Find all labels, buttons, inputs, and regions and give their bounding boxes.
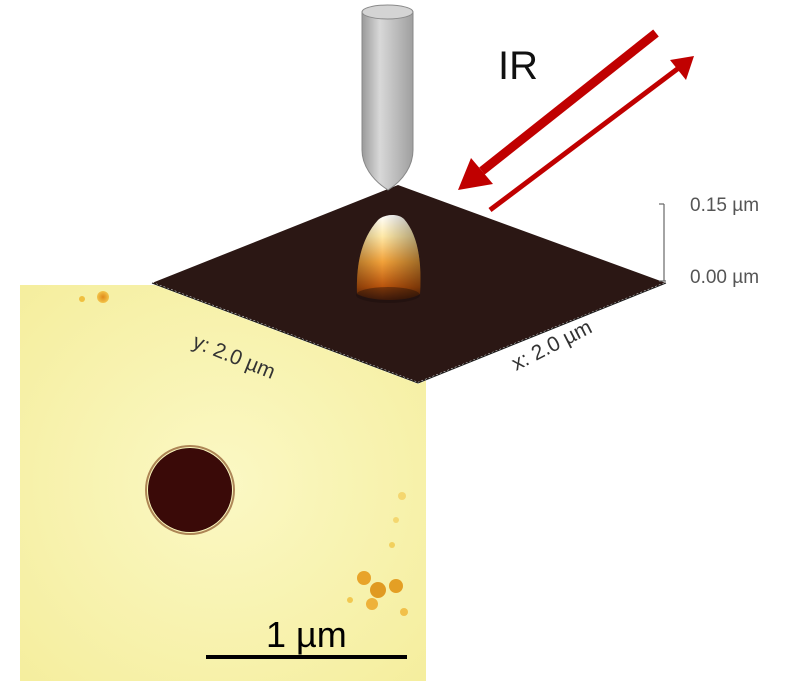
tip-top — [361, 4, 414, 20]
peak-shadow — [356, 287, 420, 303]
map-speck — [366, 598, 378, 610]
x-axis-line — [417, 282, 667, 384]
scale-bar-label: 1 µm — [266, 614, 347, 655]
map-speck — [97, 291, 109, 303]
map-speck — [357, 571, 371, 585]
topography-3d — [151, 185, 667, 385]
height-max-label: 0.15 µm — [690, 195, 760, 216]
particle — [148, 448, 232, 532]
map-speck — [393, 517, 399, 523]
afm-tip — [361, 4, 414, 191]
height-scale-bracket — [659, 203, 666, 282]
map-speck — [400, 608, 408, 616]
reflected-ir-arrow — [488, 56, 694, 212]
map-speck — [389, 579, 403, 593]
peak-shading — [356, 214, 421, 300]
map-speck — [398, 492, 406, 500]
map-speck — [347, 597, 353, 603]
particle-edge — [145, 445, 235, 535]
incident-ir-arrow — [458, 29, 659, 190]
y-axis-line — [151, 282, 419, 384]
map-speck — [389, 542, 395, 548]
map-speck — [79, 296, 85, 302]
height-min-label: 0.00 µm — [690, 267, 760, 288]
map-speck — [370, 582, 386, 598]
ir-label: IR — [498, 44, 538, 88]
